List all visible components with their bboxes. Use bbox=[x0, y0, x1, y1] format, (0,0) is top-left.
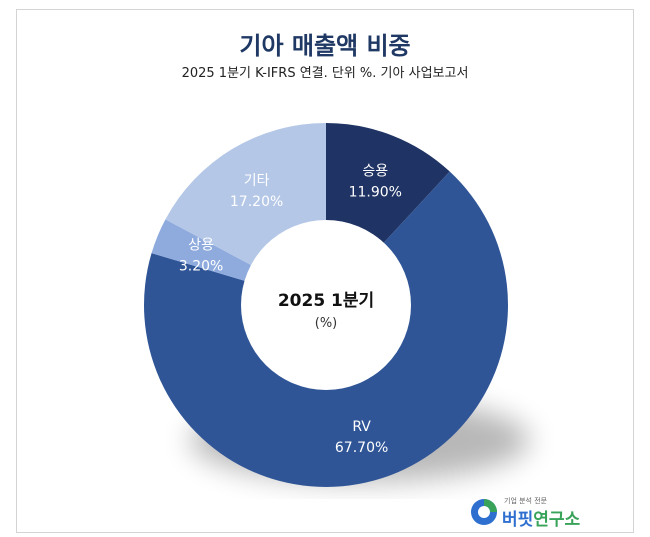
logo-name: 버핏연구소 bbox=[502, 505, 580, 530]
logo-name-part2: 연구소 bbox=[533, 510, 581, 530]
logo-mark-icon bbox=[471, 499, 497, 525]
slice-label-1: RV bbox=[352, 419, 371, 435]
slice-value-0: 11.90% bbox=[349, 184, 402, 200]
logo: 기업 분석 전문 버핏연구소 bbox=[468, 494, 598, 530]
slice-label-0: 승용 bbox=[362, 163, 388, 179]
slice-value-1: 67.70% bbox=[335, 440, 388, 456]
slice-label-2: 상용 bbox=[188, 238, 214, 254]
chart-subtitle: 2025 1분기 K-IFRS 연결. 단위 %. 기아 사업보고서 bbox=[181, 66, 469, 81]
slice-value-2: 3.20% bbox=[179, 259, 223, 275]
slice-value-3: 17.20% bbox=[230, 194, 283, 210]
logo-name-part1: 버핏 bbox=[502, 510, 534, 530]
chart-title: 기아 매출액 비중 bbox=[239, 32, 411, 60]
donut-hole bbox=[241, 220, 411, 390]
center-sublabel: (%) bbox=[315, 316, 338, 331]
slice-label-3: 기타 bbox=[244, 173, 270, 189]
logo-tagline: 기업 분석 전문 bbox=[504, 497, 548, 505]
center-label: 2025 1분기 bbox=[278, 291, 374, 311]
